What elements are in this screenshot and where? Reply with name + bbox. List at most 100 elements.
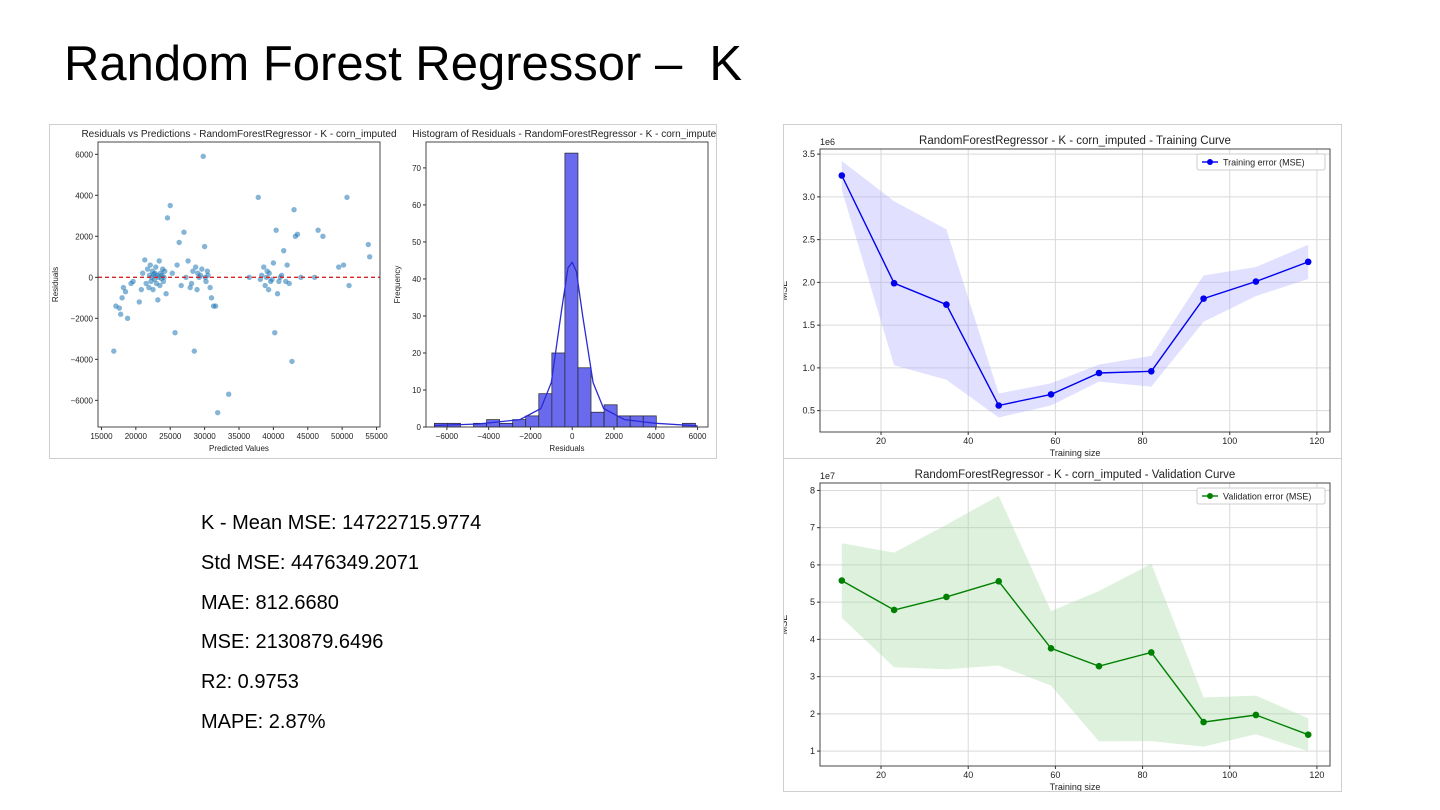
validation-curve-panel: 20 40 60 80 100 120 1 2 3 4 5 6 7 8 Training size MSE Ra… [779,458,1342,792]
metric-r2: R2: 0.9753 [201,671,299,694]
x-tick-label: 80 [1138,436,1148,446]
series-point [1252,711,1260,719]
scatter-point [188,280,195,287]
scatter-point [200,153,206,160]
scatter-point [183,274,189,281]
metric-mean-mse: K - Mean MSE: 14722715.9774 [201,512,482,534]
scatter-point [269,276,275,283]
series-point [1095,662,1103,670]
x-tick-label: 120 [1309,436,1324,446]
series-point [943,593,950,601]
y-tick-label: 70 [412,164,421,173]
scatter-point [130,278,136,285]
scatter-point [116,305,123,311]
scatter-point [270,260,277,266]
y-tick-label: 2 [810,709,815,719]
y-tick-label: 0 [417,423,422,432]
series-point [995,578,1003,585]
x-tick-label: 35000 [228,432,251,441]
scatter-point [272,329,278,336]
confidence-band [841,495,1309,752]
legend-marker [1207,159,1213,165]
scatter-point [157,282,163,289]
y-tick-label: −4000 [71,355,94,364]
x-tick-label: 20 [876,436,886,446]
scatter-point [151,276,158,283]
series-point [838,172,846,179]
y-tick-label: 3 [810,672,815,682]
y-tick-label: 8 [810,485,815,495]
y-tick-label: 4000 [75,191,93,200]
scatter-point [246,274,253,281]
scatter-point [167,202,173,209]
x-tick-label: 80 [1138,770,1148,780]
scatter-point [258,272,265,278]
histogram-bar [603,404,618,427]
confidence-band [841,161,1309,418]
scatter-point [289,358,295,365]
x-tick-label: 30000 [193,432,216,441]
scatter-point [201,243,208,250]
scatter-point [315,227,321,233]
scatter-point [197,272,204,278]
y-tick-label: 5 [810,597,815,607]
scatter-point [153,264,159,270]
scatter-point [265,286,272,293]
scatter-point [340,262,347,268]
series-point [890,606,898,614]
y-tick-label: 2.0 [802,277,815,287]
scatter-point [298,274,304,281]
series-point [995,402,1003,409]
series-point [1147,367,1155,375]
scatter-point [261,264,267,270]
x-axis-label: Residuals [549,444,584,453]
series-point [1047,645,1055,652]
scatter-point [138,286,145,293]
slide-title: Random Forest Regressor – K [64,37,743,91]
series-point [838,577,846,584]
x-tick-label: 50000 [331,432,354,441]
scatter-point [366,254,373,260]
x-tick-label: 45000 [297,432,320,441]
x-tick-label: 120 [1309,770,1324,780]
x-tick-label: 0 [570,432,575,441]
plot-frame [97,141,381,428]
scatter-point [273,227,279,233]
scatter-point [169,270,175,276]
x-tick-label: 20 [876,770,886,780]
series-point [1304,731,1312,739]
metric-std-mse: Std MSE: 4476349.2071 [201,551,419,574]
validation-curve-svg: 20 40 60 80 100 120 1 2 3 4 5 6 7 8 Training size MSE Ra… [779,469,1331,792]
legend-label: Training error (MSE) [1223,158,1305,168]
scatter-point [199,266,205,272]
scatter-point [111,348,117,354]
y-axis-label: MSE [784,615,789,635]
scatter-point [156,258,162,264]
y-tick-label: 10 [412,386,421,395]
x-tick-label: 60 [1050,436,1060,446]
scatter-point [284,262,290,268]
histogram-bar [590,411,605,427]
residual-plots-svg: 15000 20000 25000 30000 35000 40000 45000 50000… [51,129,722,453]
series-point [943,301,950,308]
histogram-bar [564,152,579,427]
y-axis-label: MSE [784,281,789,301]
x-axis-label: Predicted Values [209,444,269,453]
scatter-points [111,153,373,416]
scatter-point [225,391,232,397]
scatter-point [278,272,285,278]
scatter-point [187,284,193,291]
scatter-point [164,215,171,221]
scatter-point [147,262,153,268]
y-tick-label: 20 [412,349,421,358]
scatter-point [203,278,209,285]
scatter-point [214,409,221,416]
plot-frame [425,141,709,428]
x-tick-label: −6000 [436,432,459,441]
scatter-point [122,288,129,295]
x-tick-label: 100 [1222,770,1237,780]
series-point [1200,295,1207,302]
series-point [890,279,898,287]
axis-scale-label: 1e6 [820,137,835,147]
scatter-point [266,270,272,276]
